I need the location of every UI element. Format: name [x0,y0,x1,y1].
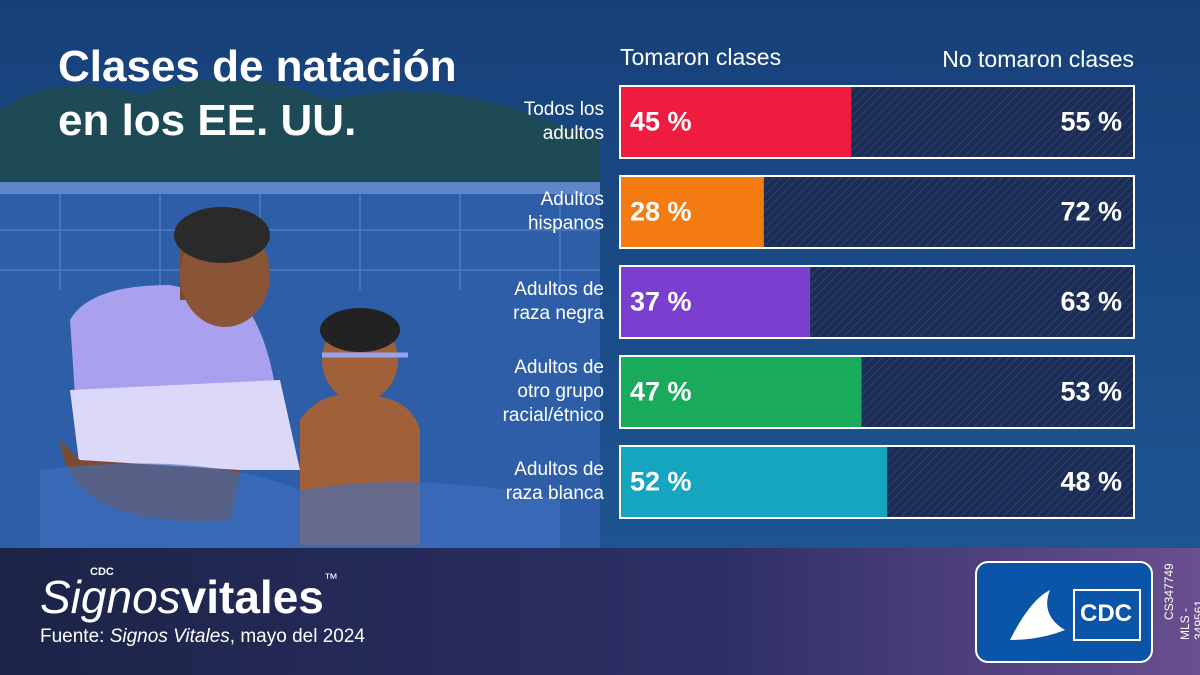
bar-segment [620,356,862,428]
brand-small: CDC [90,566,114,578]
code: MLS - 349561 [1178,599,1200,640]
bar-segment [620,176,764,248]
value-label: 53 % [1060,376,1122,407]
cdc-box [1073,589,1141,641]
brand-tm: ™ [323,570,338,586]
value-label: 47 % [630,376,692,407]
bar-outline [619,265,1135,339]
brand: Signosvitales™ [40,570,338,624]
hhs-eagle [1010,590,1065,640]
value-label: 55 % [1060,106,1122,137]
bar-segment [861,356,1134,428]
value-label: 72 % [1060,196,1122,227]
bar-segment [887,446,1134,518]
bar-outline [619,445,1135,519]
value-label: 63 % [1060,286,1122,317]
cdc-logo-text: CDC [1080,600,1132,627]
source: Fuente: Signos Vitales, mayo del 2024 [40,626,365,648]
bar-outline [619,175,1135,249]
legend-entry: Tomaron clases [620,44,782,70]
bar-segment [851,86,1134,158]
bar-segment [620,86,852,158]
bar-segment [620,446,888,518]
water [40,463,560,552]
bar-segment [620,266,811,338]
source-title: Signos Vitales [109,626,230,647]
category-label: Todos los adultos [523,99,604,144]
value-label: 45 % [630,106,692,137]
value-label: 48 % [1060,466,1122,497]
bar-segment [763,176,1134,248]
value-label: 37 % [630,286,692,317]
brand-vitales: vitales [180,571,324,623]
value-label: 52 % [630,466,692,497]
category-label: Adultos de raza blanca [505,459,604,504]
code: CS347749 [1162,563,1176,620]
chart-title: Clases de natación en los EE. UU. [58,42,457,145]
source-prefix: Fuente: [40,626,110,647]
bar-outline [619,355,1135,429]
brand-signos: Signos [40,571,181,623]
category-label: Adultos de raza negra [513,279,604,324]
category-label: Adultos de otro grupo racial/étnico [502,357,604,426]
pool-edge [0,182,600,194]
legend-entry: No tomaron clases [942,46,1134,72]
source-suffix: , mayo del 2024 [229,626,365,647]
category-label: Adultos hispanos [527,189,604,234]
trees [0,78,600,190]
value-label: 28 % [630,196,692,227]
bar-outline [619,85,1135,159]
instructor [60,207,300,521]
bar-segment [810,266,1134,338]
